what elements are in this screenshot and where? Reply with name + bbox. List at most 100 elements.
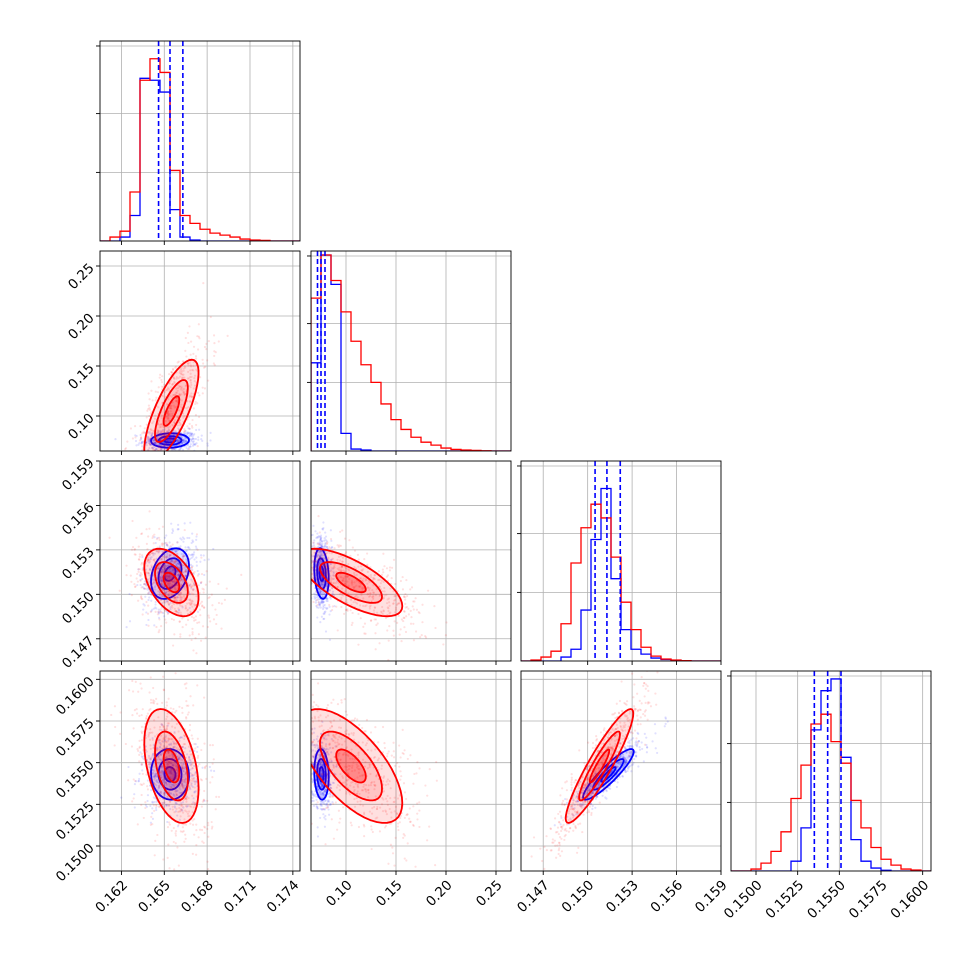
scatter-point <box>402 576 404 578</box>
scatter-point <box>161 702 163 704</box>
scatter-point <box>140 436 142 438</box>
scatter-point <box>159 451 161 453</box>
scatter-point <box>192 541 194 543</box>
contour-red <box>300 549 403 617</box>
scatter-point <box>405 631 407 633</box>
scatter-point <box>148 404 150 406</box>
scatter-point <box>139 556 141 558</box>
scatter-point <box>202 387 204 389</box>
scatter-point <box>146 785 148 787</box>
scatter-point <box>140 586 142 588</box>
scatter-point <box>357 644 359 646</box>
scatter-point <box>174 672 176 674</box>
scatter-point <box>331 546 333 548</box>
scatter-point <box>147 713 149 715</box>
scatter-point <box>134 457 136 459</box>
scatter-point <box>161 375 163 377</box>
scatter-point <box>140 434 142 436</box>
scatter-point <box>114 438 116 440</box>
panel-2-2 <box>517 461 721 665</box>
scatter-point <box>192 649 194 651</box>
scatter-point <box>195 652 197 654</box>
scatter-point <box>144 801 146 803</box>
scatter-point <box>166 701 168 703</box>
scatter-point <box>319 604 321 606</box>
scatter-point <box>127 779 129 781</box>
scatter-point <box>151 801 153 803</box>
scatter-point <box>177 824 179 826</box>
scatter-point <box>148 415 150 417</box>
scatter-point <box>182 555 184 557</box>
scatter-point <box>421 604 423 606</box>
scatter-point <box>343 613 345 615</box>
scatter-point <box>329 606 331 608</box>
scatter-point <box>193 743 195 745</box>
scatter-point <box>197 439 199 441</box>
scatter-point <box>303 560 305 562</box>
scatter-point <box>185 716 187 718</box>
scatter-point <box>140 687 142 689</box>
scatter-point <box>152 475 154 477</box>
scatter-point <box>389 566 391 568</box>
scatter-point <box>217 583 219 585</box>
scatter-point <box>326 546 328 548</box>
scatter-point <box>155 809 157 811</box>
scatter-point <box>213 334 215 336</box>
scatter-point <box>140 731 142 733</box>
scatter-point <box>209 744 211 746</box>
scatter-point <box>306 549 308 551</box>
scatter-point <box>125 565 127 567</box>
scatter-point <box>196 533 198 535</box>
scatter-point <box>405 606 407 608</box>
scatter-point <box>195 401 197 403</box>
scatter-point <box>195 438 197 440</box>
scatter-point <box>203 574 205 576</box>
scatter-point <box>155 626 157 628</box>
scatter-point <box>179 545 181 547</box>
scatter-point <box>148 461 150 463</box>
scatter-point <box>405 579 407 581</box>
panel-1-1 <box>307 251 511 455</box>
panel-inner <box>100 649 300 903</box>
scatter-point <box>200 640 202 642</box>
scatter-point <box>199 602 201 604</box>
scatter-point <box>170 545 172 547</box>
scatter-point <box>136 509 138 511</box>
scatter-point <box>339 531 341 533</box>
scatter-point <box>199 608 201 610</box>
scatter-point <box>375 618 377 620</box>
scatter-point <box>192 853 194 855</box>
scatter-point <box>143 817 145 819</box>
scatter-point <box>139 553 141 555</box>
scatter-point <box>175 842 177 844</box>
scatter-point <box>188 553 190 555</box>
scatter-point <box>184 522 186 524</box>
scatter-point <box>191 633 193 635</box>
scatter-point <box>132 546 134 548</box>
scatter-point <box>188 428 190 430</box>
scatter-point <box>136 577 138 579</box>
scatter-point <box>114 744 116 746</box>
scatter-point <box>182 536 184 538</box>
scatter-point <box>145 601 147 603</box>
scatter-point <box>197 436 199 438</box>
scatter-point <box>141 597 143 599</box>
scatter-point <box>286 553 288 555</box>
scatter-point <box>208 340 210 342</box>
scatter-point <box>185 337 187 339</box>
scatter-point <box>110 490 112 492</box>
scatter-point <box>139 463 141 465</box>
scatter-point <box>147 613 149 615</box>
scatter-point <box>194 637 196 639</box>
scatter-point <box>119 711 121 713</box>
scatter-point <box>158 629 160 631</box>
scatter-point <box>147 794 149 796</box>
scatter-point <box>203 554 205 556</box>
scatter-point <box>403 610 405 612</box>
scatter-point <box>195 854 197 856</box>
scatter-point <box>321 616 323 618</box>
scatter-point <box>195 829 197 831</box>
scatter-point <box>178 706 180 708</box>
scatter-point <box>141 739 143 741</box>
